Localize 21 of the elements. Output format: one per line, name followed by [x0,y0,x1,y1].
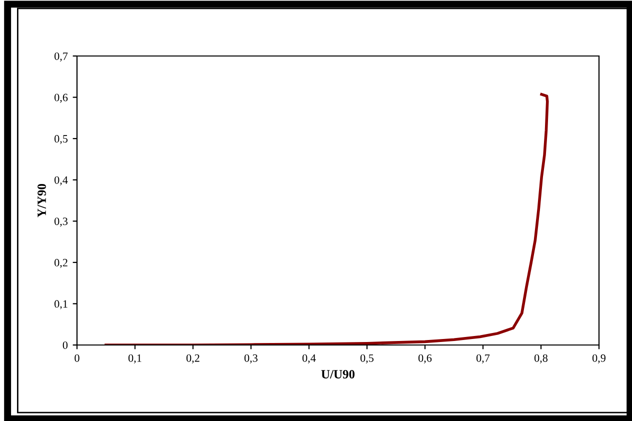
x-tick-label: 0,3 [244,354,258,364]
x-tick-label: 0,1 [128,354,142,364]
x-tick-label: 0,6 [418,354,432,364]
x-tick-label: 0,9 [592,354,606,364]
x-tick-label: 0 [74,354,80,362]
x-tick-label: 0,4 [302,354,316,364]
y-tick-label: 0,4 [54,176,68,186]
x-tick-label: 0,5 [360,354,374,364]
y-tick-label: 0,7 [54,52,68,62]
y-tick-label: 0,2 [54,258,68,268]
y-tick-label: 0,1 [54,300,68,310]
x-tick-label: 0,7 [476,354,490,364]
line-series [104,93,549,345]
x-axis-title: U/U90 [321,370,355,378]
y-axis-title: Y/Y90 [38,184,46,218]
x-tick-label: 0,8 [534,354,548,364]
y-tick-label: 0,5 [54,135,68,144]
y-tick-label: 0,6 [54,94,68,103]
y-tick-label: 0 [62,341,68,349]
y-tick-label: 0,3 [54,218,68,227]
x-tick-label: 0,2 [186,354,200,364]
